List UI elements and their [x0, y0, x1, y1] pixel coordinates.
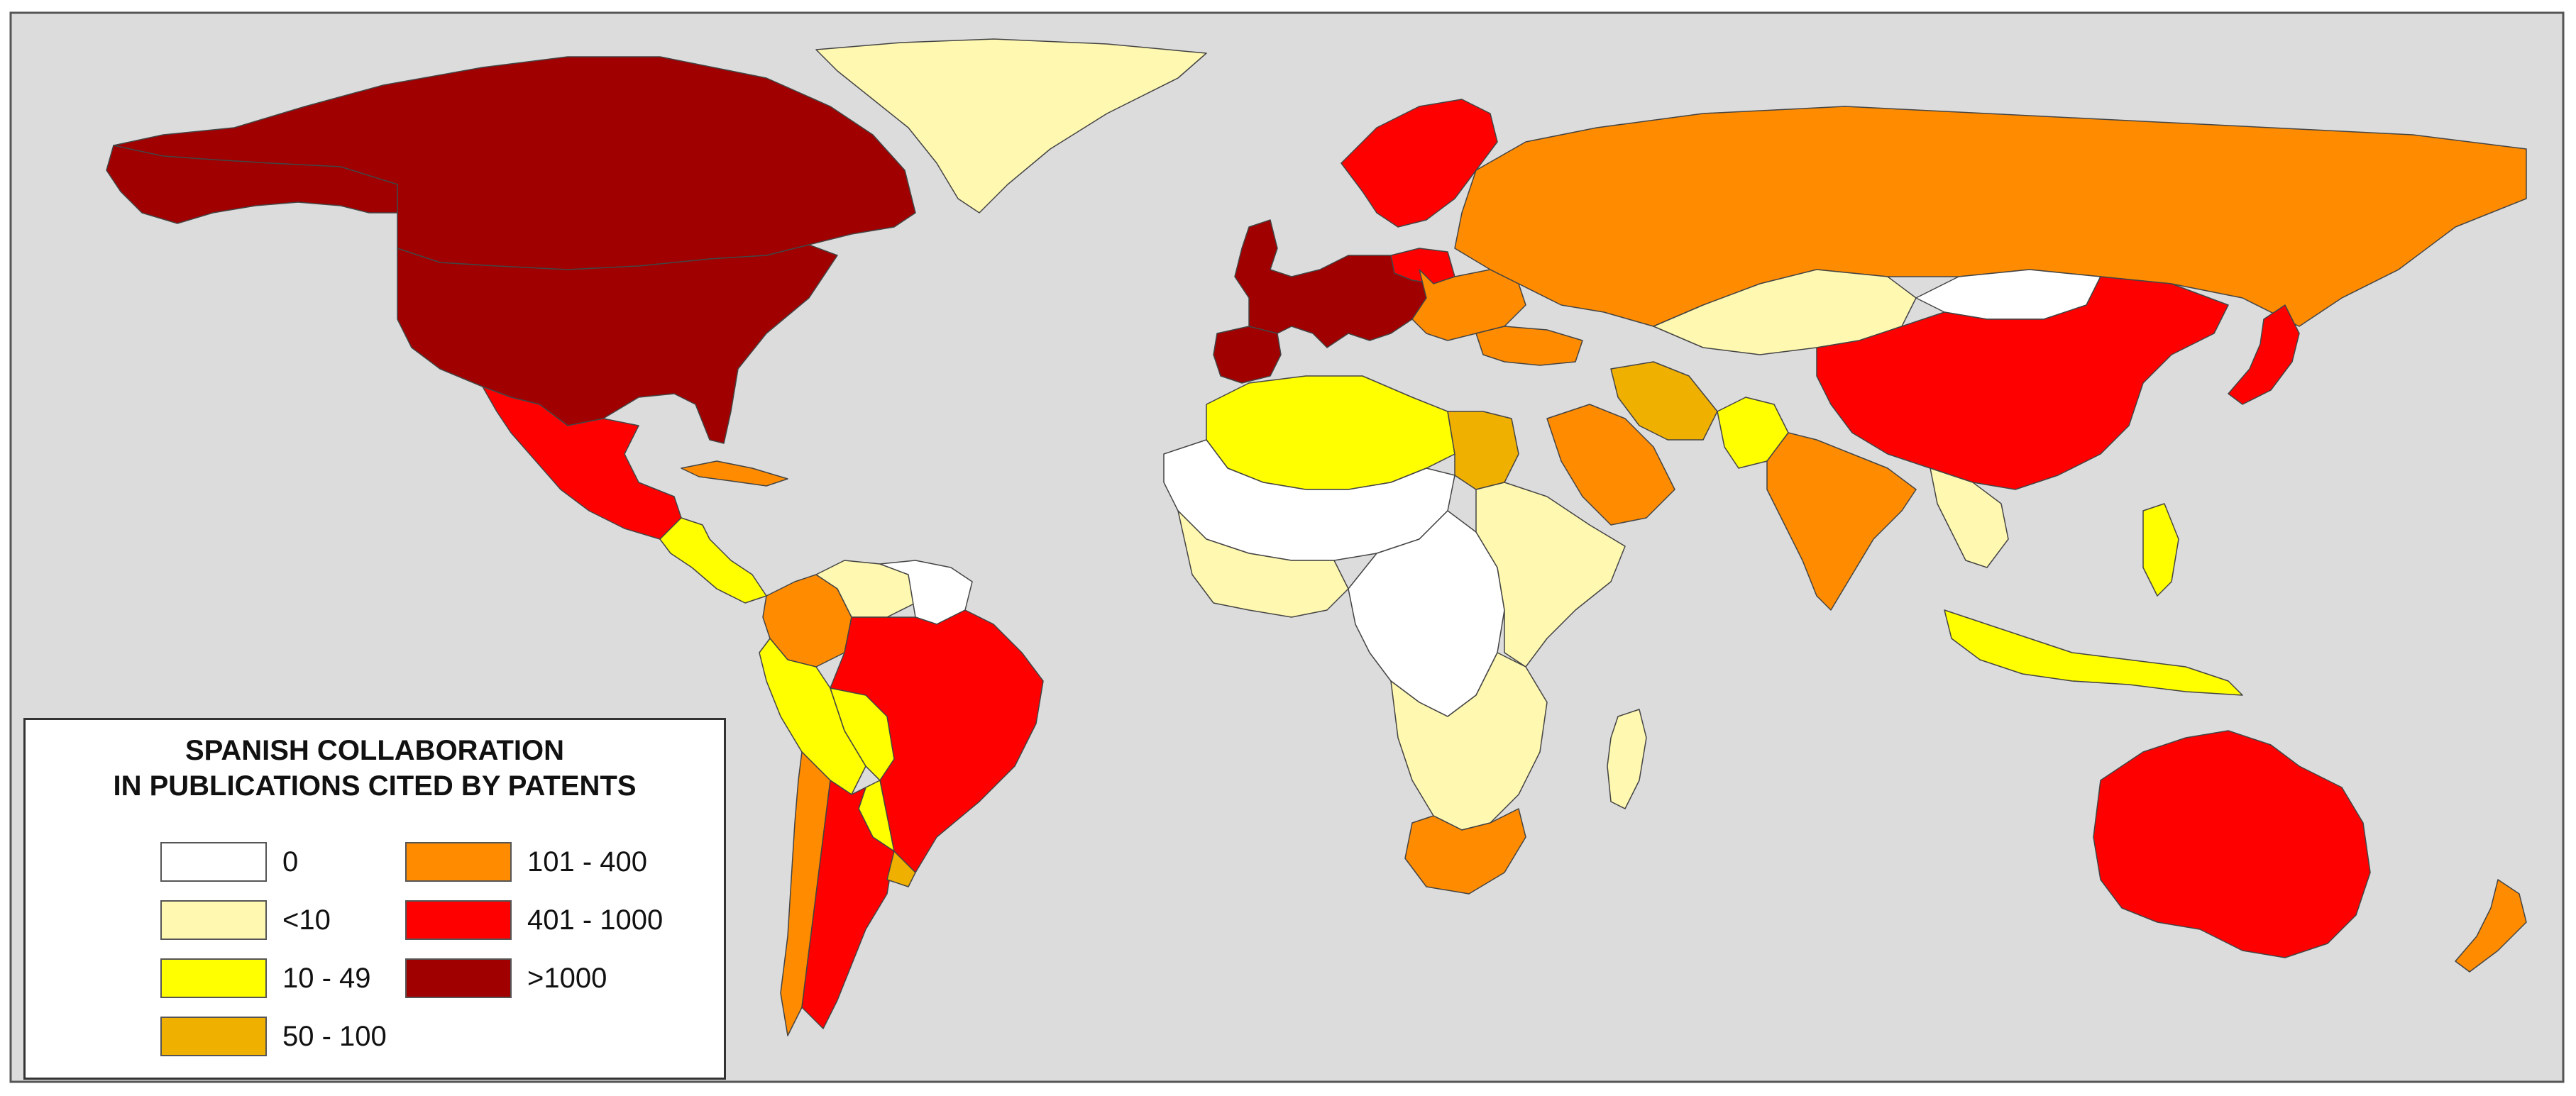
- legend-label-401-1000: 401 - 1000: [527, 904, 664, 936]
- region-indonesia: [1944, 609, 2243, 696]
- region-south-africa: [1404, 808, 1526, 895]
- region-madagascar: [1607, 709, 1647, 809]
- legend-swatch-101-400: [405, 842, 512, 882]
- legend-swatch-50-100: [160, 1017, 267, 1056]
- region-southeast-asia: [1930, 467, 2009, 568]
- region-spain: [1213, 326, 1282, 384]
- legend-title-line-2: IN PUBLICATIONS CITED BY PATENTS: [113, 770, 637, 802]
- legend-title-line-1: SPANISH COLLABORATION: [185, 735, 565, 766]
- legend-title: SPANISH COLLABORATION IN PUBLICATIONS CI…: [26, 733, 724, 804]
- region-east-africa: [1475, 482, 1626, 668]
- region-turkey: [1475, 326, 1583, 366]
- region-central-america: [659, 517, 767, 604]
- legend-label-10-49: 10 - 49: [282, 963, 371, 994]
- region-iran: [1610, 361, 1718, 441]
- map-legend: SPANISH COLLABORATION IN PUBLICATIONS CI…: [23, 718, 726, 1080]
- region-kazakhstan: [1653, 269, 1917, 355]
- legend-label-lt10: <10: [282, 904, 331, 936]
- region-japan: [2228, 304, 2300, 405]
- legend-swatch-10-49: [160, 958, 267, 998]
- region-cuba: [681, 460, 788, 487]
- region-southern-africa: [1390, 652, 1548, 831]
- legend-swatch-gt1000: [405, 958, 512, 998]
- region-alaska: [106, 145, 398, 224]
- region-uruguay: [886, 851, 916, 887]
- country-regions: [106, 38, 2527, 1036]
- region-australia: [2093, 730, 2371, 958]
- legend-swatch-0: [160, 842, 267, 882]
- region-philippines: [2142, 503, 2179, 597]
- legend-label-0: 0: [282, 846, 299, 878]
- region-united-states: [397, 244, 838, 444]
- region-argentina: [801, 780, 895, 1029]
- legend-swatch-401-1000: [405, 900, 512, 940]
- legend-label-101-400: 101 - 400: [527, 846, 648, 878]
- region-india: [1766, 432, 1917, 611]
- region-china: [1816, 276, 2229, 490]
- region-saudi-arabia: [1546, 404, 1675, 526]
- legend-label-gt1000: >1000: [527, 963, 607, 994]
- legend-swatch-lt10: [160, 900, 267, 940]
- region-greenland: [815, 38, 1207, 214]
- region-bolivia: [830, 687, 895, 781]
- region-western-europe: [1234, 219, 1427, 348]
- region-mexico: [482, 386, 682, 540]
- region-new-zealand: [2455, 879, 2527, 973]
- region-russia: [1454, 106, 2527, 327]
- legend-label-50-100: 50 - 100: [282, 1021, 387, 1052]
- region-west-africa: [1177, 510, 1349, 618]
